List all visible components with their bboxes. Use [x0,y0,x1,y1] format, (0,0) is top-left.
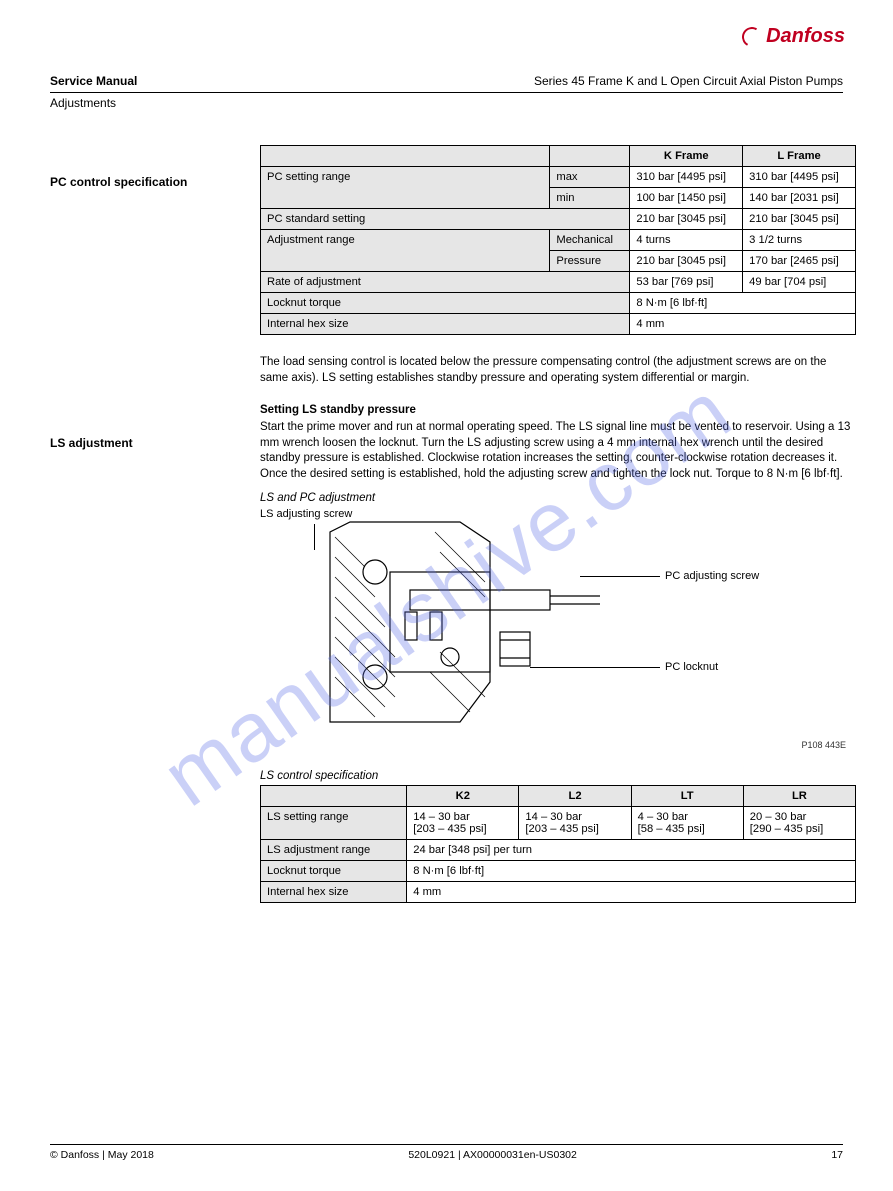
cell: 140 bar [2031 psi] [743,188,856,209]
cell: 4 turns [630,230,743,251]
cell: 20 – 30 bar [290 – 435 psi] [743,807,855,840]
table-head-blank [261,146,550,167]
section-label-pc-spec: PC control specification [50,175,230,189]
row-label: Locknut torque [261,293,630,314]
callout-ls-screw: LS adjusting screw [260,508,352,520]
table-head-blank [261,786,407,807]
diagram-caption: LS and PC adjustment [260,492,843,504]
cell: 14 – 30 bar [203 – 435 psi] [407,807,519,840]
ls-table-title: LS control specification [260,770,843,782]
table-head-lr: LR [743,786,855,807]
table-head-lt: LT [631,786,743,807]
row-label: LS adjustment range [261,840,407,861]
callout-pc-locknut: PC locknut [665,661,718,673]
brand-logo-arc [740,24,764,48]
cell: 4 mm [407,882,856,903]
ls-spec-table: K2 L2 LT LR LS setting range 14 – 30 bar… [260,785,856,903]
cell: 14 – 30 bar [203 – 435 psi] [519,807,631,840]
cell: 24 bar [348 psi] per turn [407,840,856,861]
cell: 210 bar [3045 psi] [630,209,743,230]
ls-steps-paragraph: Start the prime mover and run at normal … [260,420,856,482]
cell: 4 mm [630,314,856,335]
row-sub: max [550,167,630,188]
row-label: PC standard setting [261,209,630,230]
row-label: Rate of adjustment [261,272,630,293]
doc-type: Service Manual [50,74,137,88]
callout-pc-screw: PC adjusting screw [665,570,759,582]
ls-pc-diagram: LS adjusting screw PC adjusting screw PC… [260,512,856,752]
diagram-id: P108 443E [801,740,846,750]
ls-intro-paragraph: The load sensing control is located belo… [260,355,856,386]
table-head-k2: K2 [407,786,519,807]
cell: 210 bar [3045 psi] [743,209,856,230]
pc-spec-table: K Frame L Frame PC setting range max 310… [260,145,856,335]
row-label: PC setting range [261,167,550,209]
section-label-ls-adjust: LS adjustment [50,436,230,450]
row-sub: Mechanical [550,230,630,251]
pump-cross-section-drawing [290,512,600,742]
table-head-l: L Frame [743,146,856,167]
cell: 8 N·m [6 lbf·ft] [630,293,856,314]
page-header: Service Manual Series 45 Frame K and L O… [50,74,843,110]
row-label: LS setting range [261,807,407,840]
cell: 310 bar [4495 psi] [630,167,743,188]
cell: 8 N·m [6 lbf·ft] [407,861,856,882]
cell: 170 bar [2465 psi] [743,251,856,272]
row-sub: min [550,188,630,209]
cell: 3 1/2 turns [743,230,856,251]
row-label: Adjustment range [261,230,550,272]
ls-subheading: Setting LS standby pressure [260,404,843,416]
cell: 4 – 30 bar [58 – 435 psi] [631,807,743,840]
row-label: Locknut torque [261,861,407,882]
cell: 49 bar [704 psi] [743,272,856,293]
row-label: Internal hex size [261,882,407,903]
cell: 100 bar [1450 psi] [630,188,743,209]
row-sub: Pressure [550,251,630,272]
brand-logo: Danfoss [742,25,845,48]
cell: 210 bar [3045 psi] [630,251,743,272]
footer-right: 17 [831,1149,843,1161]
row-label: Internal hex size [261,314,630,335]
table-head-k: K Frame [630,146,743,167]
cell: 53 bar [769 psi] [630,272,743,293]
brand-logo-text: Danfoss [766,25,845,48]
breadcrumb: Adjustments [50,96,843,110]
table-head-l2: L2 [519,786,631,807]
doc-title: Series 45 Frame K and L Open Circuit Axi… [534,74,843,88]
footer-center: 520L0921 | AX00000031en-US0302 [408,1149,577,1161]
table-head-blank2 [550,146,630,167]
cell: 310 bar [4495 psi] [743,167,856,188]
footer-left: © Danfoss | May 2018 [50,1149,154,1161]
page-footer: © Danfoss | May 2018 520L0921 | AX000000… [50,1144,843,1161]
